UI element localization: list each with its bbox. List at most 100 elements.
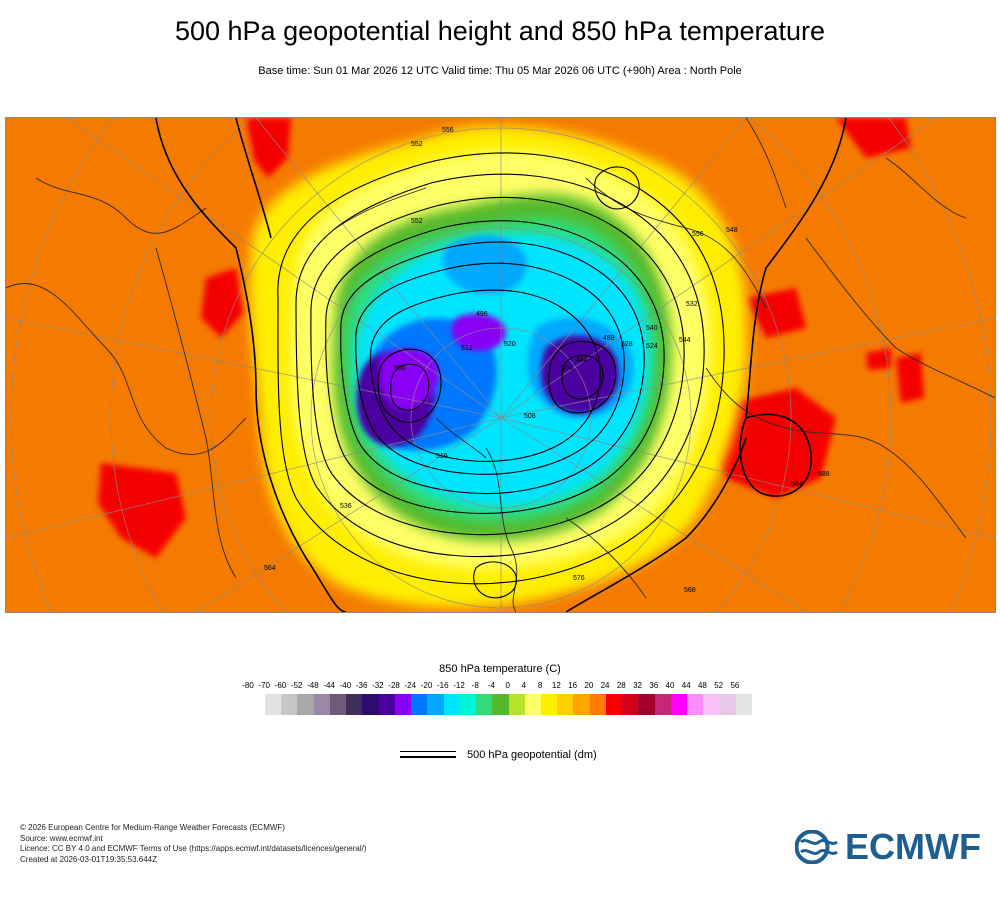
contour-label: 576 xyxy=(573,575,585,582)
legend-tick-label: 32 xyxy=(633,681,642,690)
legend-swatch xyxy=(508,694,525,715)
legend-swatch xyxy=(605,694,623,715)
legend-swatch xyxy=(524,694,541,715)
legend-swatch xyxy=(557,694,574,715)
legend-tick-label: -52 xyxy=(290,681,303,690)
contour-label: 528 xyxy=(621,341,633,348)
contour-label: 484 xyxy=(576,357,588,364)
contour-label: 496 xyxy=(476,311,488,318)
legend-color-bar xyxy=(265,694,753,715)
ecmwf-logo: ECMWF xyxy=(795,826,981,868)
legend-swatch xyxy=(346,694,363,715)
contour-label: 552 xyxy=(411,141,423,148)
copyright-line: © 2026 European Centre for Medium-Range … xyxy=(20,823,285,832)
legend-swatch xyxy=(540,694,558,715)
legend-tick-label: 20 xyxy=(584,681,594,690)
legend-tick-label: 52 xyxy=(714,681,724,690)
legend-tick-label: -16 xyxy=(436,681,449,690)
legend-tick-label: 0 xyxy=(505,681,510,690)
contour-label: 556 xyxy=(692,231,704,238)
source-line: Source: www.ecmwf.int xyxy=(20,833,103,843)
contour-labels: 552 556 536 552 520 512 516 504 488 496 … xyxy=(264,127,830,594)
legend-tick-label: -24 xyxy=(404,681,417,690)
legend-tick-label: 12 xyxy=(551,681,561,690)
legend-swatch xyxy=(443,694,460,715)
geopotential-contours xyxy=(155,118,847,612)
ecmwf-logo-text: ECMWF xyxy=(845,826,981,867)
contour-label: 508 xyxy=(524,413,536,420)
created-line: Created at 2026-03-01T19:35:53.644Z xyxy=(20,854,157,864)
legend-swatch xyxy=(411,694,428,715)
legend-tick-label: -28 xyxy=(388,681,400,690)
legend-tick-label: -8 xyxy=(471,681,479,690)
legend-swatch xyxy=(638,694,655,715)
licence-line: Licence: CC BY 4.0 and ECMWF Terms of Us… xyxy=(20,844,367,853)
contour-label: 540 xyxy=(646,325,658,332)
legend-swatch xyxy=(719,694,736,715)
legend-tick-label: -40 xyxy=(339,681,352,690)
legend-tick-label: 44 xyxy=(681,681,691,690)
contour-label: 500 xyxy=(394,365,406,372)
legend-tick-label: -36 xyxy=(355,681,368,690)
contour-label: 568 xyxy=(684,587,696,594)
legend-tick-label: 36 xyxy=(649,681,659,690)
coastlines xyxy=(6,118,995,612)
legend-swatch xyxy=(703,694,720,715)
contour-label: 520 xyxy=(504,341,516,348)
legend-swatch xyxy=(394,694,412,715)
contour-label: 488 xyxy=(603,335,615,342)
contour-label: 504 xyxy=(561,365,573,372)
legend-swatch xyxy=(329,694,347,715)
chart-title: 500 hPa geopotential height and 850 hPa … xyxy=(174,16,825,46)
legend-tick-label: -70 xyxy=(258,681,270,690)
legend-tick-label: 40 xyxy=(665,681,675,690)
contour-label: 532 xyxy=(686,301,698,308)
footer-credits: © 2026 European Centre for Medium-Range … xyxy=(20,823,367,865)
legend-tick-label: 56 xyxy=(730,681,740,690)
contour-label: 544 xyxy=(679,337,691,344)
legend-tick-label: 16 xyxy=(568,681,578,690)
legend-swatch xyxy=(459,694,477,715)
chart-subtitle: Base time: Sun 01 Mar 2026 12 UTC Valid … xyxy=(258,65,742,77)
north-pole-map[interactable]: 552 556 536 552 520 512 516 504 488 496 … xyxy=(5,117,996,613)
legend-swatch xyxy=(573,694,590,715)
legend-swatch xyxy=(589,694,606,715)
contour-label: 516 xyxy=(436,453,448,460)
contour-label: 584 xyxy=(791,481,803,488)
legend-swatch xyxy=(622,694,639,715)
legend-swatch xyxy=(670,694,688,715)
legend-tick-label: 28 xyxy=(616,681,626,690)
legend-swatch xyxy=(687,694,704,715)
legend-title: 850 hPa temperature (C) xyxy=(439,663,561,675)
contour-label: 564 xyxy=(264,565,276,572)
contour-label: 536 xyxy=(340,503,352,510)
legend-tick-label: -44 xyxy=(323,681,335,690)
legend-tick-label: -20 xyxy=(420,681,433,690)
legend-tick-label: 4 xyxy=(521,681,527,690)
legend-swatch xyxy=(654,694,671,715)
contour-label: 552 xyxy=(411,218,423,225)
legend-swatch xyxy=(427,694,444,715)
legend-swatch xyxy=(297,694,314,715)
contour-label: 512 xyxy=(461,345,473,352)
legend-swatch xyxy=(313,694,330,715)
legend-tick-label: -48 xyxy=(307,681,319,690)
legend-tick-label: 24 xyxy=(600,681,610,690)
legend-tick-label: -80 xyxy=(242,681,254,690)
legend-ticks: -80 -70 -60 -52 -48 -44 -40 -36 -32 -28 -24 -20 -16-… xyxy=(0,681,1000,693)
legend-tick-label: 8 xyxy=(537,681,543,690)
legend-swatch xyxy=(281,694,298,715)
legend-swatch xyxy=(492,694,509,715)
legend-swatch xyxy=(378,694,395,715)
legend-tick-label: -12 xyxy=(453,681,465,690)
contour-label: 588 xyxy=(818,471,830,478)
geopotential-legend-label: 500 hPa geopotential (dm) xyxy=(467,749,597,761)
legend-tick-label: -4 xyxy=(487,681,495,690)
legend-swatch xyxy=(362,694,379,715)
graticule xyxy=(6,118,995,612)
legend-swatch xyxy=(265,694,282,715)
contour-label: 548 xyxy=(726,227,738,234)
contour-label: 556 xyxy=(442,127,454,134)
legend-swatch xyxy=(476,694,493,715)
legend-tick-label: -60 xyxy=(274,681,287,690)
